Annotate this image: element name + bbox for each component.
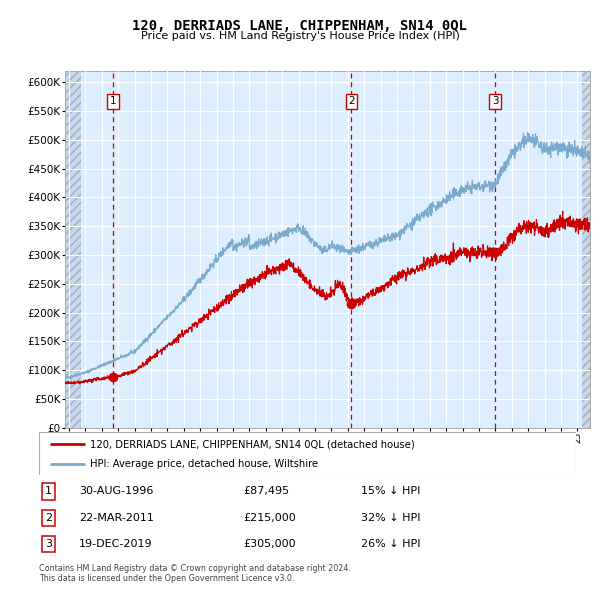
Text: 2: 2 (348, 96, 355, 106)
Text: 3: 3 (45, 539, 52, 549)
Bar (581, 71, 590, 428)
Text: Contains HM Land Registry data © Crown copyright and database right 2024.
This d: Contains HM Land Registry data © Crown c… (39, 563, 351, 583)
Text: 30-AUG-1996: 30-AUG-1996 (79, 486, 154, 496)
Text: 1: 1 (109, 96, 116, 106)
Text: 2: 2 (45, 513, 52, 523)
Bar (581, 71, 590, 428)
Text: 32% ↓ HPI: 32% ↓ HPI (361, 513, 421, 523)
Text: HPI: Average price, detached house, Wiltshire: HPI: Average price, detached house, Wilt… (90, 460, 318, 469)
Text: 3: 3 (491, 96, 498, 106)
Text: 26% ↓ HPI: 26% ↓ HPI (361, 539, 421, 549)
Text: 120, DERRIADS LANE, CHIPPENHAM, SN14 0QL: 120, DERRIADS LANE, CHIPPENHAM, SN14 0QL (133, 19, 467, 33)
Text: 120, DERRIADS LANE, CHIPPENHAM, SN14 0QL (detached house): 120, DERRIADS LANE, CHIPPENHAM, SN14 0QL… (90, 440, 415, 450)
Bar (65, 71, 81, 428)
Text: 15% ↓ HPI: 15% ↓ HPI (361, 486, 421, 496)
Text: 1: 1 (45, 486, 52, 496)
Text: 19-DEC-2019: 19-DEC-2019 (79, 539, 153, 549)
Text: £87,495: £87,495 (243, 486, 289, 496)
Text: £305,000: £305,000 (243, 539, 296, 549)
Text: Price paid vs. HM Land Registry's House Price Index (HPI): Price paid vs. HM Land Registry's House … (140, 31, 460, 41)
Text: 22-MAR-2011: 22-MAR-2011 (79, 513, 154, 523)
FancyBboxPatch shape (39, 432, 576, 475)
Text: £215,000: £215,000 (243, 513, 296, 523)
Bar (65, 71, 81, 428)
